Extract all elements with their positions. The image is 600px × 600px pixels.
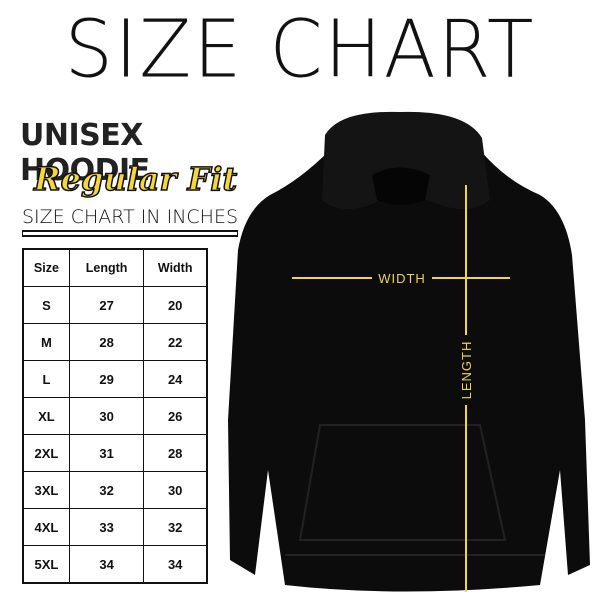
width-label: WIDTH [378, 271, 426, 286]
table-cell: 34 [68, 545, 145, 584]
width-label-bg [372, 268, 432, 288]
table-row: L 29 24 [22, 360, 208, 398]
table-cell: 32 [68, 471, 145, 509]
table-cell: 28 [143, 434, 208, 472]
hoodie-pocket [298, 424, 507, 541]
hoodie-neck [372, 167, 430, 205]
table-row: S 27 20 [22, 286, 208, 324]
table-cell: 5XL [22, 545, 70, 584]
hoodie-body [228, 150, 590, 592]
table-cell: 20 [143, 286, 208, 324]
table-cell: M [22, 323, 70, 361]
table-cell: 3XL [22, 471, 70, 509]
table-cell: 33 [68, 508, 145, 546]
table-cell: 32 [143, 508, 208, 546]
table-cell: 28 [68, 323, 145, 361]
hoodie-hood [322, 111, 490, 209]
length-label-bg [456, 335, 476, 405]
size-table: Size Length Width S 27 20 M 28 22 L 29 24 XL 30 26 2XL 3… [22, 248, 208, 584]
header-cell: Length [68, 248, 145, 287]
table-cell: 31 [68, 434, 145, 472]
table-cell: 26 [143, 397, 208, 435]
table-cell: XL [22, 397, 70, 435]
table-row: 5XL 34 34 [22, 545, 208, 584]
table-cell: 34 [143, 545, 208, 584]
header-row: Size Length Width [22, 248, 208, 287]
product-name: UNISEX HOODIE [20, 118, 150, 188]
length-label: LENGTH [459, 341, 474, 400]
table-cell: 24 [143, 360, 208, 398]
table-cell: L [22, 360, 70, 398]
header-cell: Size [22, 248, 70, 287]
table-row: XL 30 26 [22, 397, 208, 435]
table-row: 4XL 33 32 [22, 508, 208, 546]
table-row: 3XL 32 30 [22, 471, 208, 509]
table-row: 2XL 31 28 [22, 434, 208, 472]
table-caption: SIZE CHART IN INCHES [22, 206, 239, 232]
fit-label: Regular Fit [33, 159, 238, 199]
table-cell: 4XL [22, 508, 70, 546]
title: SIZE CHART [64, 1, 536, 96]
table-cell: 30 [143, 471, 208, 509]
table-cell: 2XL [22, 434, 70, 472]
table-cell: 29 [68, 360, 145, 398]
table-cell: S [22, 286, 70, 324]
table-cell: 27 [68, 286, 145, 324]
table-cell: 30 [68, 397, 145, 435]
table-cell: 22 [143, 323, 208, 361]
header-cell: Width [143, 248, 208, 287]
table-row: M 28 22 [22, 323, 208, 361]
